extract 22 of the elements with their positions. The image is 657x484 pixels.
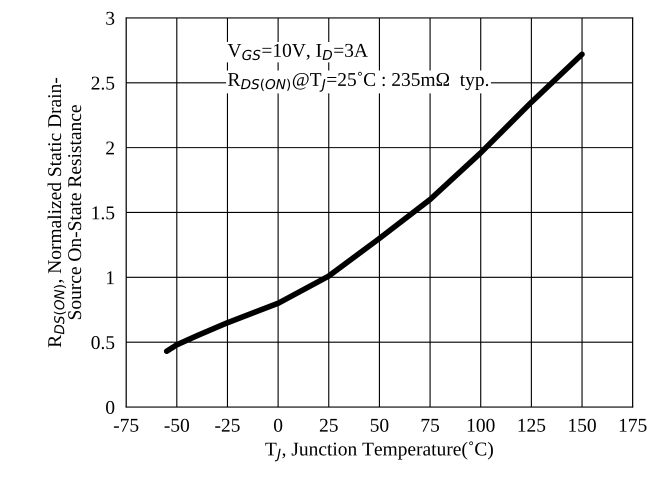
y-tick-label: 2.5 bbox=[92, 76, 114, 90]
y-tick-label: 1 bbox=[107, 271, 114, 284]
y-tick-label: 1.5 bbox=[92, 206, 114, 220]
x-tick-label: -75 bbox=[114, 418, 138, 432]
x-tick-label: -25 bbox=[215, 418, 240, 432]
y-tick-label: 0 bbox=[106, 400, 114, 414]
x-tick-label: -50 bbox=[164, 418, 190, 432]
y-tick-label: 2 bbox=[106, 141, 114, 154]
x-axis-title: T$_{J}$, Junction Temperature(˚C) bbox=[265, 441, 493, 462]
x-tick-label: 50 bbox=[370, 418, 388, 432]
x-tick-label: 25 bbox=[320, 418, 338, 432]
annotation: V$_{GS}$=10V, I$_{D}$=3A bbox=[228, 44, 368, 60]
x-tick-label: 150 bbox=[569, 418, 596, 432]
x-tick-label: 175 bbox=[620, 418, 647, 432]
x-tick-label: 100 bbox=[468, 418, 495, 432]
annotation: R$_{DS(ON)}$@T$_{J}$=25˚C : 235mΩ typ. bbox=[228, 72, 488, 92]
x-tick-label: 125 bbox=[518, 418, 546, 432]
y-tick-label: 0.5 bbox=[91, 336, 114, 350]
x-tick-label: 75 bbox=[422, 418, 440, 432]
x-tick-label: 0 bbox=[274, 418, 282, 432]
y-tick-label: 3 bbox=[106, 12, 114, 25]
y-axis-title: R$_{DS(ON)}$, Normalized Static Drain- Source On-State Resistance bbox=[48, 78, 82, 348]
